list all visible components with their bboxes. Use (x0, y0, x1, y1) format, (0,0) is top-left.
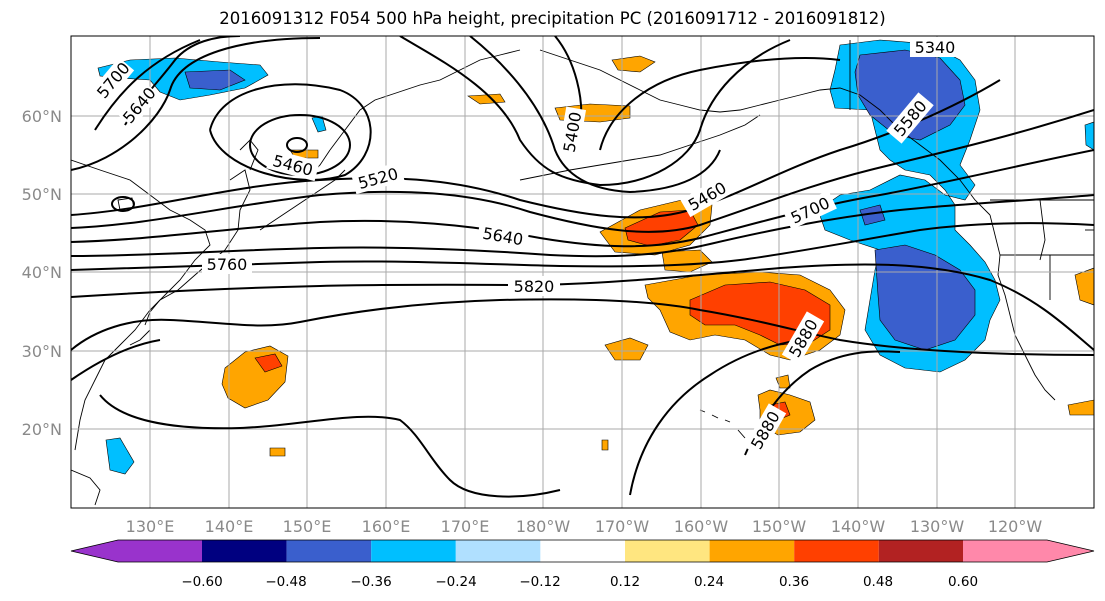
longitude-axis: 130°E 140°E 150°E 160°E 170°E 180°W 170°… (126, 517, 1043, 536)
colorbar-swatch (455, 540, 541, 562)
lat-label: 40°N (22, 263, 62, 282)
colorbar-outline (70, 539, 1095, 563)
contour-label: 5760 (207, 255, 248, 274)
lat-label: 20°N (22, 420, 62, 439)
colorbar-tick-label: −0.48 (265, 574, 306, 590)
colorbar-swatch (794, 540, 879, 562)
lat-label: 50°N (22, 185, 62, 204)
colorbar-extend-max (963, 540, 1094, 562)
map-frame (70, 35, 1095, 509)
contour-label: 5820 (514, 277, 555, 296)
lon-label: 130°E (126, 517, 175, 536)
colorbar-swatches (70, 539, 1095, 563)
colorbar-tick-label: 0.60 (948, 574, 978, 590)
lon-label: 130°W (910, 517, 965, 536)
map-area: 5700 5640 5460 5520 5400 5460 5700 5640 … (71, 36, 1094, 508)
colorbar-tick-label: −0.24 (435, 574, 476, 590)
lon-label: 170°W (595, 517, 650, 536)
lon-label: 160°W (674, 517, 729, 536)
colorbar-extend-min (71, 540, 202, 562)
map-title: 2016091312 F054 500 hPa height, precipit… (219, 9, 886, 28)
latitude-axis: 60°N 50°N 40°N 30°N 20°N (22, 107, 62, 439)
colorbar-swatch (202, 540, 287, 562)
colorbar-swatch (625, 540, 710, 562)
colorbar-tick-label: 0.24 (694, 574, 724, 590)
lon-label: 160°E (362, 517, 411, 536)
lon-label: 140°E (205, 517, 254, 536)
colorbar-swatch (540, 540, 625, 562)
colorbar-tick-label: 0.48 (863, 574, 893, 590)
lon-label: 140°W (831, 517, 886, 536)
height-contours (71, 36, 1094, 498)
colorbar-tick-label: 0.12 (610, 574, 640, 590)
colorbar-swatch (709, 540, 795, 562)
lon-label: 170°E (441, 517, 490, 536)
colorbar: −0.60 −0.48 −0.36 −0.24 −0.12 0.12 0.24 … (70, 539, 1095, 590)
lat-label: 60°N (22, 107, 62, 126)
colorbar-tick-label: −0.12 (519, 574, 560, 590)
contour-label: 5340 (915, 38, 956, 57)
lon-label: 180°W (516, 517, 571, 536)
colorbar-tick-label: 0.36 (779, 574, 809, 590)
lon-label: 150°W (752, 517, 807, 536)
colorbar-swatch (286, 540, 372, 562)
lon-label: 150°E (283, 517, 332, 536)
lat-label: 30°N (22, 342, 62, 361)
colorbar-tick-label: −0.60 (181, 574, 222, 590)
colorbar-tick-label: −0.36 (350, 574, 391, 590)
colorbar-swatch (878, 540, 964, 562)
lon-label: 120°W (988, 517, 1043, 536)
colorbar-ticks: −0.60 −0.48 −0.36 −0.24 −0.12 0.12 0.24 … (181, 574, 978, 590)
colorbar-swatch (371, 540, 456, 562)
